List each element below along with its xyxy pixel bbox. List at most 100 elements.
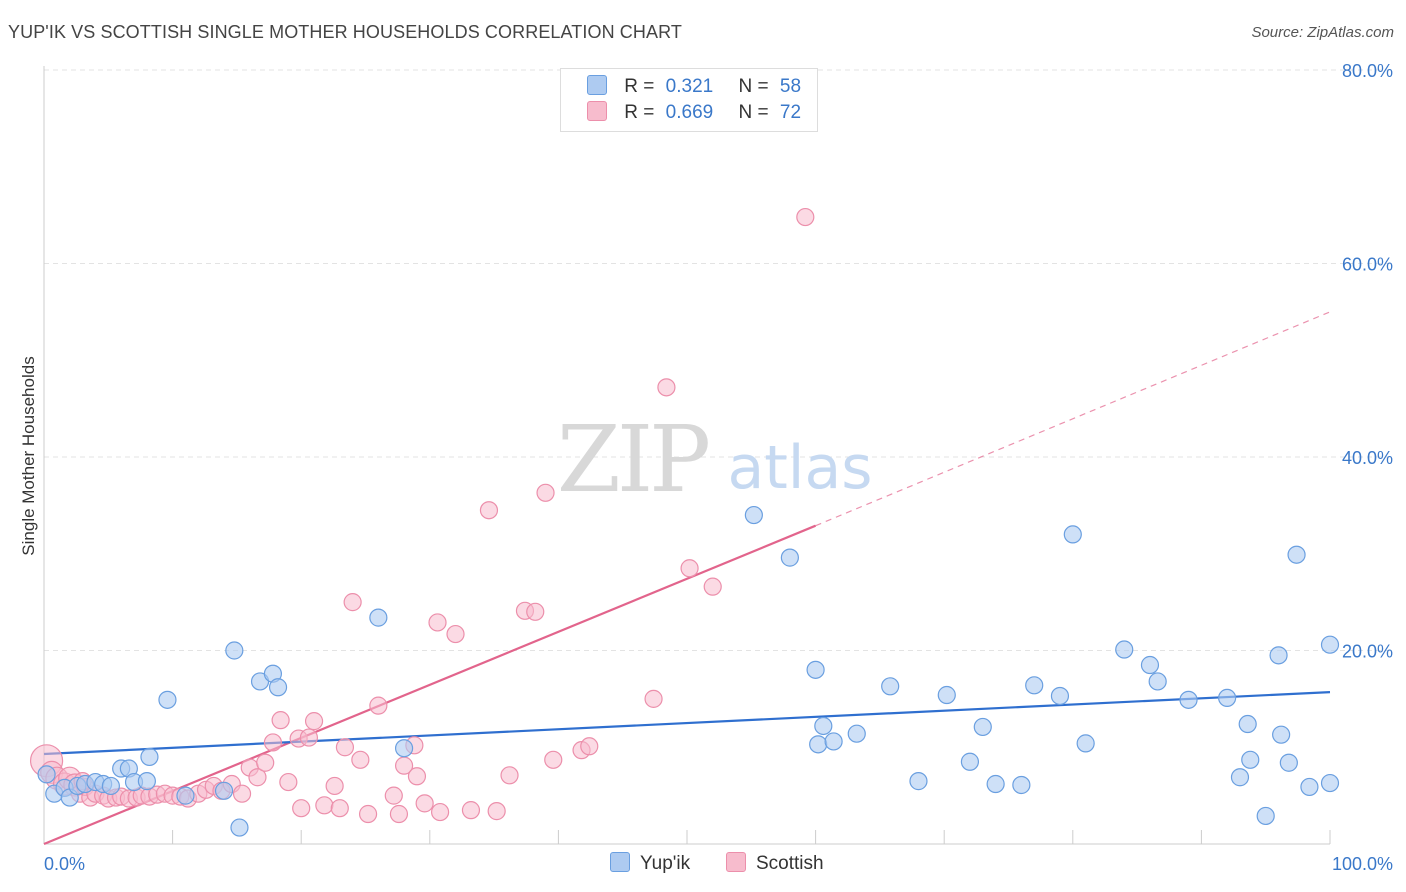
scottish-point bbox=[389, 804, 409, 824]
scottish-point bbox=[657, 378, 676, 397]
x-tick-labels: 0.0% 100.0% bbox=[44, 854, 1393, 874]
yupik-points bbox=[37, 505, 1340, 837]
yupik-point bbox=[809, 735, 828, 754]
y-tick-label: 40.0% bbox=[1342, 448, 1393, 468]
scottish-point bbox=[536, 483, 555, 502]
legend-r-value: 0.321 bbox=[665, 76, 714, 97]
yupik-point bbox=[369, 608, 388, 627]
yupik-point bbox=[394, 739, 414, 758]
y-axis-label: Single Mother Households bbox=[19, 356, 38, 555]
scottish-point bbox=[343, 593, 362, 612]
yupik-point bbox=[881, 677, 900, 696]
yupik-point bbox=[1272, 725, 1291, 744]
scottish-point bbox=[325, 776, 344, 796]
yupik-point bbox=[780, 548, 799, 567]
bottom-legend-swatch-pink bbox=[726, 852, 746, 872]
scottish-point bbox=[415, 794, 434, 813]
watermark-zip: ZIP bbox=[557, 406, 708, 513]
trend-lines bbox=[43, 311, 1331, 846]
yupik-point bbox=[1241, 750, 1260, 769]
yupik-point bbox=[158, 690, 177, 709]
axes bbox=[43, 66, 1331, 845]
scottish-point bbox=[263, 733, 283, 752]
yupik-trend-line bbox=[43, 691, 1331, 756]
bottom-legend-swatch-blue bbox=[610, 852, 630, 872]
scottish-point bbox=[315, 796, 334, 815]
source-label: Source: ZipAtlas.com bbox=[1251, 24, 1394, 41]
yupik-point bbox=[1256, 806, 1275, 826]
yupik-point bbox=[824, 732, 843, 751]
yupik-point bbox=[744, 505, 763, 525]
scottish-point bbox=[644, 689, 663, 708]
yupik-point bbox=[973, 717, 992, 737]
yupik-point bbox=[1025, 676, 1044, 695]
scottish-point bbox=[279, 772, 298, 792]
legend-r-label: R = bbox=[624, 76, 655, 97]
watermark-atlas: atlas bbox=[728, 433, 873, 503]
legend-row-yupik: R = 0.321 N = 58 bbox=[587, 75, 801, 101]
legend-swatch-blue bbox=[587, 75, 607, 95]
scottish-point bbox=[351, 750, 370, 769]
scottish-point bbox=[487, 802, 506, 821]
scottish-point bbox=[580, 737, 599, 756]
yupik-point bbox=[230, 818, 249, 837]
gridlines bbox=[44, 69, 1392, 651]
scottish-point bbox=[796, 207, 815, 227]
scottish-point bbox=[500, 766, 519, 785]
yupik-point bbox=[214, 781, 234, 800]
scottish-point bbox=[384, 786, 403, 805]
yupik-point bbox=[1218, 688, 1237, 708]
legend-n-label: N = bbox=[738, 102, 769, 123]
scottish-point bbox=[369, 696, 388, 715]
scottish-point bbox=[335, 738, 355, 757]
scottish-point bbox=[461, 801, 481, 820]
yupik-point bbox=[1063, 525, 1082, 544]
yupik-point bbox=[1140, 655, 1160, 675]
yupik-point bbox=[1287, 545, 1306, 564]
yupik-point bbox=[814, 716, 833, 736]
yupik-point bbox=[1320, 635, 1340, 654]
watermark: ZIP atlas bbox=[557, 406, 873, 513]
scottish-point bbox=[680, 559, 699, 578]
yupik-point bbox=[1279, 753, 1298, 772]
yupik-point bbox=[909, 772, 928, 791]
legend-n-value: 58 bbox=[779, 76, 802, 97]
yupik-point bbox=[101, 776, 120, 796]
legend-n-value: 72 bbox=[779, 102, 802, 123]
y-tick-labels: 20.0% 40.0% 60.0% 80.0% bbox=[1342, 61, 1393, 662]
yupik-point bbox=[806, 660, 825, 679]
scottish-point bbox=[304, 712, 324, 731]
scottish-point bbox=[248, 768, 267, 787]
stats-legend: R = 0.321 N = 58 R = 0.669 N = 72 bbox=[560, 68, 818, 132]
yupik-point bbox=[37, 765, 56, 784]
yupik-point bbox=[1238, 714, 1257, 734]
yupik-point bbox=[1269, 646, 1288, 665]
y-tick-label: 20.0% bbox=[1342, 642, 1393, 662]
scottish-point bbox=[232, 784, 252, 803]
y-tick-label: 60.0% bbox=[1342, 255, 1393, 275]
scottish-point bbox=[407, 767, 427, 786]
yupik-point bbox=[1230, 768, 1250, 787]
scottish-point bbox=[703, 577, 722, 596]
scottish-point bbox=[544, 750, 563, 769]
yupik-point bbox=[140, 747, 159, 767]
scottish-point bbox=[292, 799, 311, 818]
bottom-legend-label: Yup'ik bbox=[640, 853, 691, 874]
yupik-point bbox=[847, 724, 866, 743]
yupik-point bbox=[137, 772, 156, 791]
yupik-point bbox=[960, 752, 980, 771]
yupik-point bbox=[937, 685, 956, 705]
scottish-point bbox=[446, 624, 465, 644]
scottish-point bbox=[358, 804, 378, 824]
bottom-legend-label: Scottish bbox=[756, 853, 824, 874]
scottish-point bbox=[479, 501, 499, 520]
chart-title: YUP'IK VS SCOTTISH SINGLE MOTHER HOUSEHO… bbox=[8, 22, 682, 42]
legend-r-label: R = bbox=[624, 102, 655, 123]
legend-swatch-pink bbox=[587, 101, 607, 121]
bottom-legend-scottish: Scottish bbox=[726, 852, 824, 875]
scottish-trend-extension bbox=[815, 311, 1331, 527]
yupik-point bbox=[225, 641, 244, 660]
scottish-points bbox=[29, 207, 815, 824]
yupik-point bbox=[1148, 672, 1167, 691]
